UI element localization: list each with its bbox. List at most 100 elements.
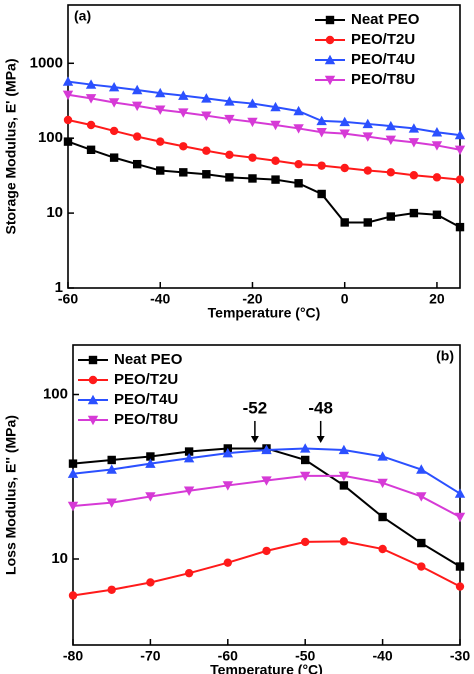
marker [340, 218, 349, 227]
x-tick-label: 0 [341, 291, 349, 307]
marker [63, 137, 73, 146]
marker [338, 444, 350, 455]
legend-marker [325, 35, 335, 45]
marker [108, 98, 120, 108]
marker [222, 481, 233, 491]
annotation: -52 [243, 398, 268, 417]
marker [108, 81, 120, 92]
marker [85, 94, 97, 104]
y-tick-label: 10 [46, 204, 63, 221]
marker [409, 171, 419, 180]
marker [262, 546, 271, 556]
arrow-head [250, 435, 259, 443]
marker [184, 447, 194, 456]
legend-marker [88, 375, 98, 385]
arrow-head [316, 435, 325, 443]
marker [301, 537, 310, 547]
marker [178, 108, 189, 118]
marker [201, 111, 212, 121]
legend-label: PEO/T2U [114, 371, 178, 388]
marker [293, 105, 304, 116]
marker [431, 141, 443, 151]
marker [416, 492, 427, 502]
panel-label: (b) [436, 348, 454, 364]
y-tick-label: 1 [55, 279, 63, 296]
marker [107, 455, 116, 465]
marker [294, 179, 303, 188]
marker [155, 87, 166, 98]
marker [378, 544, 387, 554]
marker [409, 208, 419, 218]
marker [316, 128, 327, 138]
marker [156, 166, 165, 175]
marker [223, 558, 232, 567]
marker [317, 189, 326, 199]
marker [184, 568, 194, 578]
marker [408, 123, 420, 133]
marker [224, 114, 235, 125]
series-line [67, 140, 461, 228]
marker [454, 512, 466, 523]
marker [432, 210, 442, 219]
marker [294, 159, 303, 169]
x-tick-label: -60 [218, 648, 238, 664]
marker [62, 76, 74, 86]
marker [202, 146, 211, 155]
series-line [67, 80, 461, 137]
y-axis-title: Loss Modulus, E'' (MPa) [3, 415, 19, 575]
marker [454, 129, 466, 140]
marker [63, 115, 73, 125]
marker [132, 159, 142, 169]
y-axis-title: Storage Modulus, E' (MPa) [3, 58, 19, 234]
series-line [67, 93, 461, 151]
marker [363, 218, 372, 227]
marker [225, 173, 234, 182]
marker [132, 132, 142, 141]
marker [316, 115, 327, 126]
marker [67, 468, 79, 478]
marker [455, 582, 465, 591]
marker [106, 498, 117, 508]
x-tick-label: -40 [372, 648, 392, 664]
annotation: -48 [308, 398, 333, 417]
legend-marker [325, 15, 335, 25]
marker [109, 126, 119, 136]
marker [106, 464, 117, 474]
marker [222, 447, 233, 458]
marker [377, 478, 388, 489]
legend-marker [87, 415, 99, 426]
marker [146, 578, 155, 587]
marker [145, 492, 156, 502]
marker [455, 175, 465, 184]
marker [338, 471, 350, 482]
marker [225, 150, 234, 160]
marker [362, 118, 373, 129]
marker [202, 170, 211, 179]
marker [261, 444, 272, 455]
x-tick-label: -40 [150, 291, 170, 307]
marker [377, 451, 388, 461]
marker [455, 222, 465, 232]
legend-label: PEO/T4U [114, 391, 178, 408]
marker [68, 459, 78, 468]
legend-label: PEO/T8U [351, 71, 415, 88]
marker [300, 443, 311, 453]
marker [271, 175, 280, 184]
marker [86, 145, 96, 154]
marker [417, 538, 426, 548]
marker [155, 105, 166, 115]
marker [386, 168, 396, 177]
marker [300, 471, 311, 482]
marker [270, 101, 281, 112]
marker [248, 174, 257, 183]
marker [131, 101, 143, 112]
marker [385, 120, 397, 131]
marker [271, 156, 280, 165]
marker [339, 537, 349, 546]
marker [183, 486, 195, 496]
legend-label: Neat PEO [114, 351, 183, 368]
marker [179, 168, 188, 177]
panel-label: (a) [74, 8, 91, 24]
panel: -80 -70 -60 -50 -40 -30 10 100 Temperature (°C) L… [3, 344, 470, 674]
